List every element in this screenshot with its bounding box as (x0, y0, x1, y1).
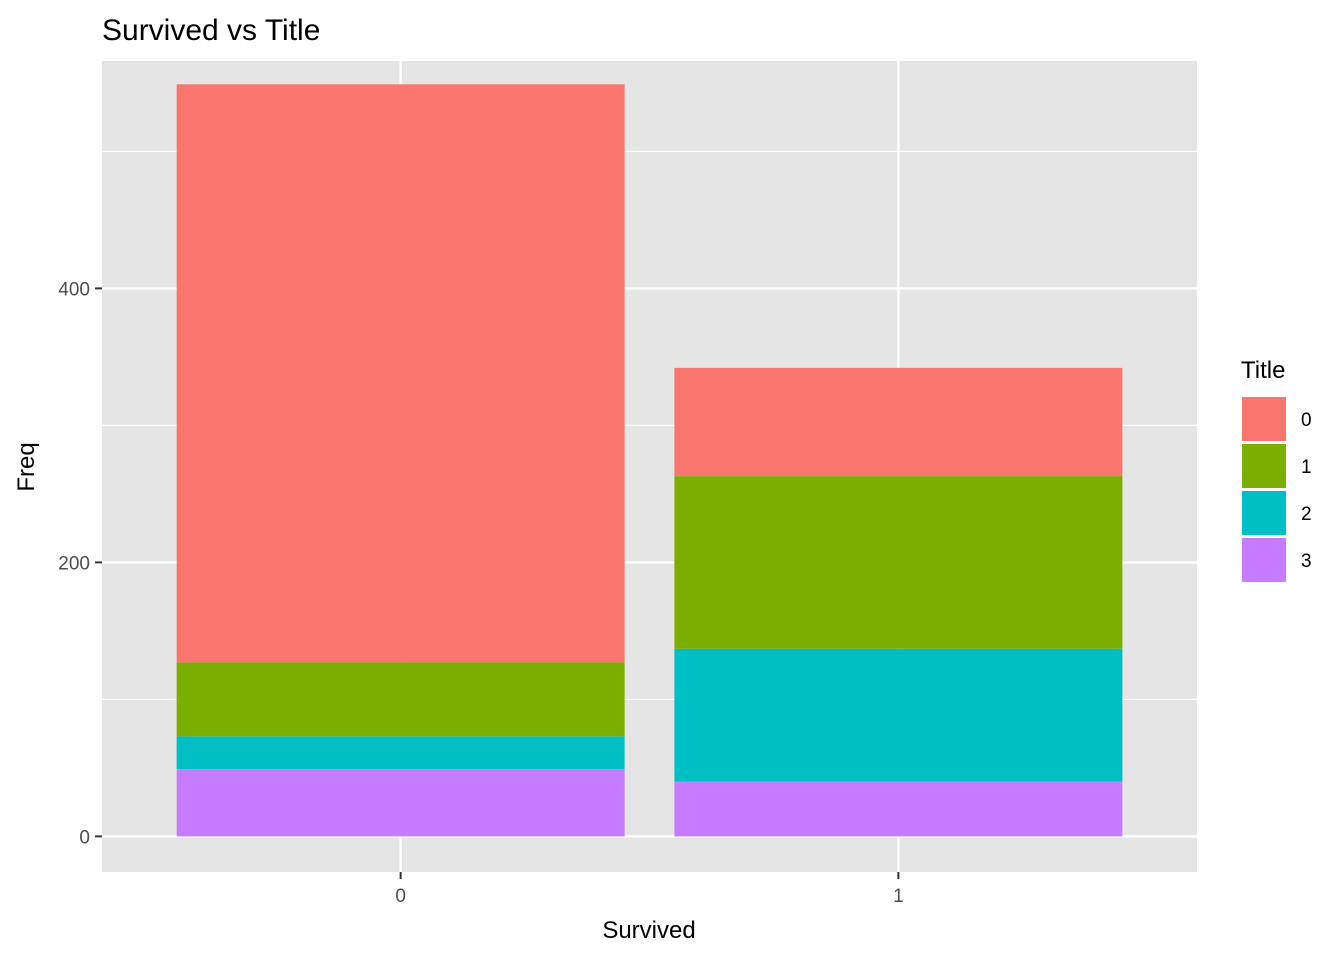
legend-key (1242, 397, 1286, 441)
legend-label: 0 (1301, 410, 1312, 431)
x-tick-label: 0 (395, 886, 406, 907)
legend-key (1242, 538, 1286, 582)
bar-segment (176, 662, 625, 737)
bar-segment (674, 367, 1123, 477)
y-tick-label: 400 (58, 279, 90, 300)
y-axis-title: Freq (13, 442, 40, 491)
legend: Title 0 1 2 3 (1241, 357, 1312, 582)
bar-segment (674, 781, 1123, 837)
bar-segment (674, 648, 1123, 782)
legend-label: 2 (1301, 504, 1312, 525)
legend-label: 3 (1301, 551, 1312, 572)
legend-key (1242, 491, 1286, 535)
bar-segment (674, 476, 1123, 649)
bar-stacks (176, 84, 1123, 837)
x-axis-title: Survived (602, 917, 695, 944)
y-tick-label: 0 (79, 827, 90, 848)
legend-key (1242, 444, 1286, 488)
legend-title: Title (1241, 357, 1285, 384)
x-tick-label: 1 (893, 886, 904, 907)
legend-label: 1 (1301, 457, 1312, 478)
y-tick-label: 200 (58, 553, 90, 574)
chart-title: Survived vs Title (102, 14, 320, 47)
bar-segment (176, 84, 625, 663)
bar-segment (176, 769, 625, 837)
bar-segment (176, 736, 625, 770)
y-axis: 0 200 400 (58, 279, 102, 848)
